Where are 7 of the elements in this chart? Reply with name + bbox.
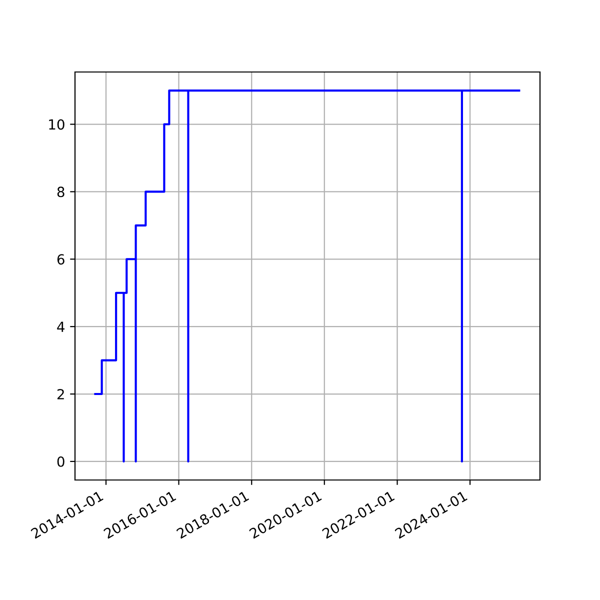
y-tick-label: 8	[57, 186, 64, 198]
y-tick-label: 4	[57, 322, 64, 332]
y-tick-label: 2	[57, 388, 64, 400]
y-tick-label: 6	[57, 254, 64, 265]
y-tick-label: 0	[57, 456, 64, 467]
y-tick-label: 10	[49, 119, 64, 130]
line-series	[94, 90, 520, 462]
